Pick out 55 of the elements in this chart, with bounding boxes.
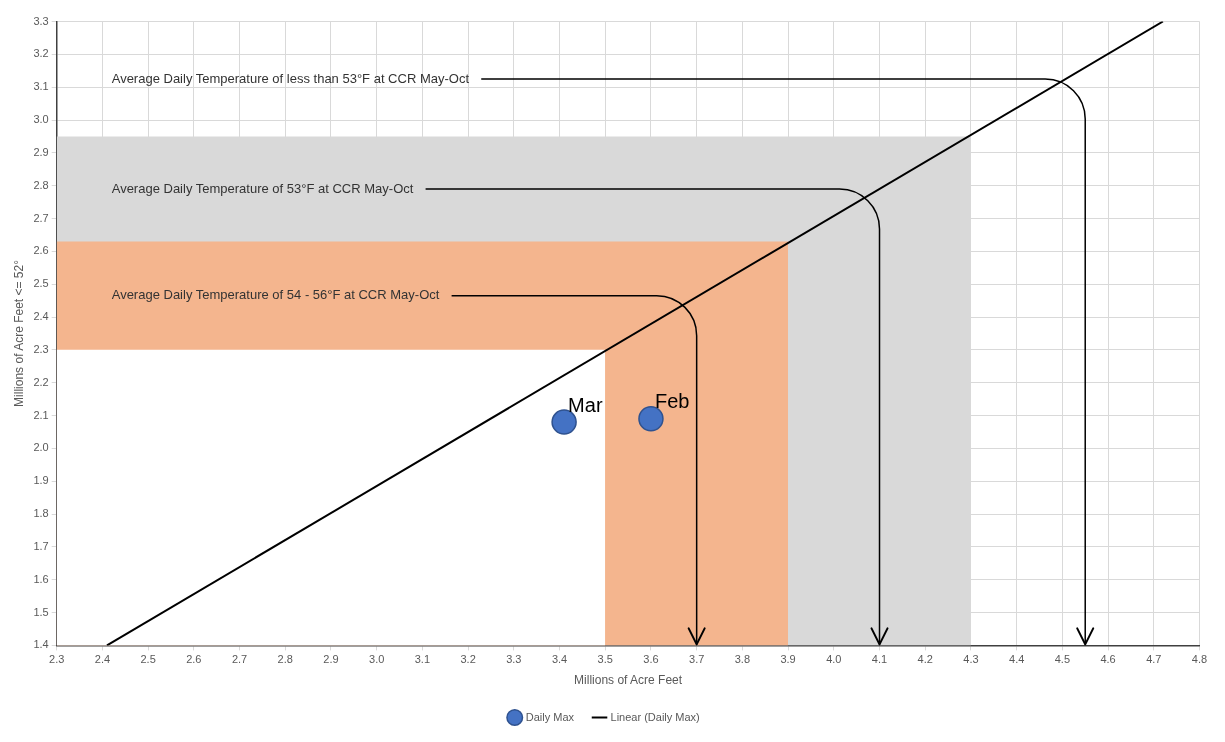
x-axis-title: Millions of Acre Feet (574, 673, 683, 688)
x-tick-label: 3.8 (734, 653, 751, 666)
x-tick-label: 4.4 (1009, 653, 1025, 666)
y-tick-label: 2.8 (33, 178, 49, 191)
y-tick-label: 2.1 (33, 408, 49, 421)
annotation: Mar (568, 393, 603, 416)
y-tick-label: 3.0 (33, 113, 49, 126)
annotation: Average Daily Temperature of 53°F at CCR May-Oct (111, 180, 414, 196)
legend-label: Linear (Daily Max) (610, 710, 700, 723)
x-tick-label: 4.0 (826, 653, 842, 666)
x-tick-label: 2.7 (231, 653, 248, 666)
y-tick-label: 3.1 (33, 80, 49, 93)
y-tick-label: 1.5 (33, 605, 49, 618)
y-axis-title: Millions of Acre Feet <= 52° (11, 259, 26, 407)
x-tick-label: 2.5 (140, 653, 156, 666)
x-tick-label: 2.8 (277, 653, 293, 666)
annotation: Average Daily Temperature of 54 - 56°F at CCR May-Oct (111, 287, 440, 303)
x-tick-label: 3.2 (460, 653, 476, 666)
annotation: Average Daily Temperature of less than 53°F at CCR May-Oct (111, 70, 470, 86)
y-tick-label: 2.2 (33, 375, 49, 388)
x-tick-label: 2.9 (323, 653, 339, 666)
x-tick-label: 4.7 (1146, 653, 1162, 666)
x-tick-label: 3.1 (414, 653, 431, 666)
x-tick-label: 4.8 (1191, 653, 1208, 666)
x-tick-label: 4.1 (871, 653, 888, 666)
x-tick-label: 3.4 (551, 653, 568, 666)
y-tick-label: 2.3 (33, 342, 49, 355)
y-tick-label: 2.7 (33, 211, 49, 224)
x-tick-label: 3.3 (506, 653, 522, 666)
y-tick-label: 1.6 (33, 572, 49, 585)
legend-label: Daily Max (525, 710, 575, 723)
y-tick-label: 1.8 (33, 507, 49, 520)
y-tick-label: 2.6 (33, 244, 49, 257)
x-tick-label: 3.7 (689, 653, 705, 666)
y-tick-label: 1.7 (33, 539, 49, 552)
x-tick-label: 2.3 (49, 653, 65, 666)
x-tick-label: 3.5 (597, 653, 613, 666)
x-tick-label: 3.9 (780, 653, 796, 666)
y-tick-label: 1.9 (33, 474, 49, 487)
y-tick-label: 2.0 (33, 441, 49, 454)
x-tick-label: 3.6 (643, 653, 659, 666)
y-tick-label: 2.4 (33, 310, 49, 323)
y-tick-label: 2.9 (33, 145, 49, 158)
y-tick-label: 3.3 (33, 14, 49, 27)
x-tick-label: 4.5 (1054, 653, 1071, 666)
x-tick-label: 2.4 (94, 653, 111, 666)
y-tick-label: 3.2 (33, 47, 49, 60)
y-tick-label: 1.4 (33, 638, 49, 651)
y-tick-label: 2.5 (33, 277, 49, 290)
x-tick-label: 2.6 (186, 653, 202, 666)
x-tick-label: 3.0 (369, 653, 385, 666)
annotation: Feb (654, 390, 690, 413)
x-tick-label: 4.6 (1100, 653, 1116, 666)
x-tick-label: 4.2 (917, 653, 933, 666)
x-tick-label: 4.3 (963, 653, 979, 666)
